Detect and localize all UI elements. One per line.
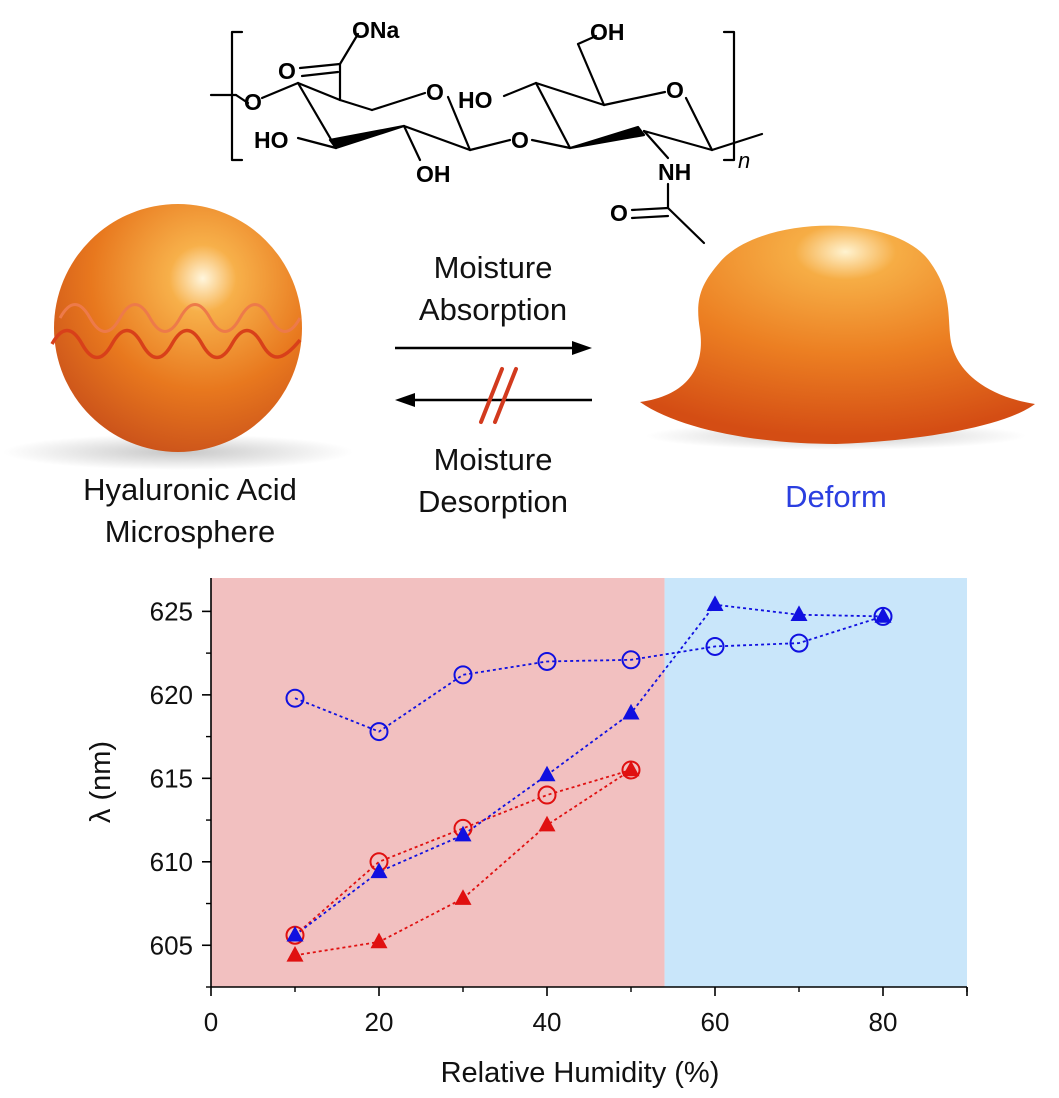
atom-nh: NH: [658, 159, 691, 185]
series-3-point-4: [622, 703, 640, 720]
x-axis-ticks: 0 20 40 60 80: [204, 987, 968, 1037]
series-3-point-5: [706, 595, 724, 612]
series-3-point-3: [538, 765, 556, 782]
series-3-point-7: [874, 607, 892, 623]
series-2-line: [294, 615, 884, 733]
series-2-point-6: [789, 633, 809, 653]
x-axis-label: Relative Humidity (%): [441, 1057, 720, 1089]
atom-ho-left: HO: [254, 127, 289, 153]
series-markers: [285, 595, 893, 962]
series-2-point-1: [369, 722, 389, 742]
microsphere-label-line2: Microsphere: [105, 514, 276, 549]
series-3-point-1: [370, 862, 388, 879]
series-1-point-1: [370, 932, 388, 949]
y-tick-label-625: 625: [150, 596, 193, 626]
series-2-point-5: [705, 636, 725, 656]
blocked-reverse-mark: [479, 367, 518, 424]
humidity-regions: [211, 578, 967, 987]
humidity-wavelength-chart: 0 20 40 60 80 605 610 615 620 625 Relative Humid…: [85, 578, 968, 1089]
atom-o-linker-left: O: [244, 89, 262, 115]
atom-o-amide: O: [610, 200, 628, 226]
series-1-line: [294, 769, 632, 957]
atom-o-carbonyl: O: [278, 58, 296, 84]
series-1-point-2: [454, 889, 472, 905]
forward-label-line2: Absorption: [419, 292, 567, 327]
atom-ho-middle: HO: [458, 87, 493, 113]
series-2-point-4: [621, 650, 641, 670]
series-3-point-0: [286, 925, 304, 942]
polymer-chain-lower: [50, 328, 302, 360]
x-tick-label-0: 0: [204, 1007, 218, 1037]
series-2-point-2: [453, 665, 473, 685]
series-2-point-3: [537, 651, 557, 671]
repeat-unit-n: n: [738, 148, 750, 173]
bracket-right: [722, 30, 736, 162]
series-2-point-0: [285, 688, 305, 708]
y-tick-label-610: 610: [150, 847, 193, 877]
atom-o-glycosidic: O: [511, 127, 529, 153]
y-tick-label-605: 605: [150, 930, 193, 960]
x-tick-label-80: 80: [869, 1007, 898, 1037]
y-axis-ticks: 605 610 615 620 625: [150, 596, 211, 988]
microsphere: [54, 204, 302, 452]
y-tick-label-620: 620: [150, 680, 193, 710]
atom-o-ring-2: O: [666, 77, 684, 103]
y-tick-label-615: 615: [150, 763, 193, 793]
y-axis-label: λ (nm): [85, 741, 117, 823]
reverse-label-line1: Moisture: [434, 442, 553, 477]
microsphere-illustration: [3, 204, 353, 470]
reverse-label-line2: Desorption: [418, 484, 568, 519]
x-tick-label-40: 40: [533, 1007, 562, 1037]
microsphere-label-line1: Hyaluronic Acid: [83, 472, 297, 507]
x-tick-label-20: 20: [365, 1007, 394, 1037]
series-1-point-4: [622, 760, 640, 777]
atom-oh-top: OH: [590, 19, 625, 45]
humidity-region-0: [211, 578, 665, 987]
series-3-point-2: [454, 825, 472, 842]
series-0-point-3: [537, 785, 557, 805]
atom-oh-bottom: OH: [416, 161, 451, 187]
hyaluronic-acid-structure: [209, 30, 764, 245]
polymer-chain-upper: [58, 303, 302, 333]
series-1-point-3: [538, 815, 556, 832]
series-lines: [294, 603, 884, 957]
series-1-point-0: [286, 945, 304, 962]
deformed-microsphere: [640, 225, 1035, 450]
forward-arrow: [395, 341, 592, 355]
series-3-line: [294, 603, 884, 936]
series-3-point-6: [790, 605, 808, 622]
atom-o-ring-1: O: [426, 79, 444, 105]
deform-label: Deform: [785, 479, 887, 514]
atom-ona: ONa: [352, 17, 400, 43]
series-0-line: [294, 769, 632, 936]
forward-label-line1: Moisture: [434, 250, 553, 285]
structure-atom-labels: ONa O O HO O OH O HO OH O NH O n: [244, 17, 750, 226]
x-tick-label-60: 60: [701, 1007, 730, 1037]
